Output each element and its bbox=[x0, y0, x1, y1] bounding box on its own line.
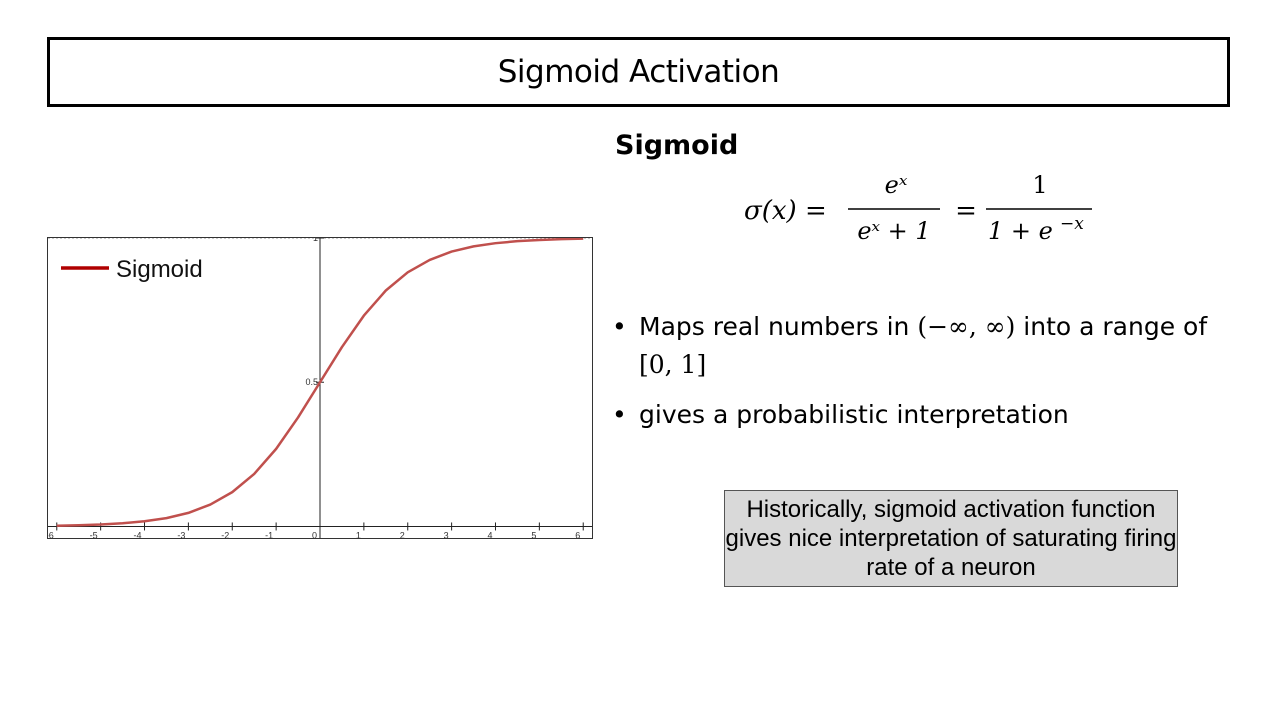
x-tick-label: 1 bbox=[356, 530, 361, 538]
legend-label-sigmoid: Sigmoid bbox=[116, 256, 203, 283]
y-tick-label: 1 bbox=[313, 238, 318, 243]
x-tick-label: 2 bbox=[400, 530, 405, 538]
x-tick-label: 0 bbox=[312, 530, 317, 538]
bullet-math-domain: (−∞, ∞) bbox=[917, 312, 1016, 341]
slide-title-box: Sigmoid Activation bbox=[47, 37, 1230, 107]
bullet-list: • Maps real numbers in (−∞, ∞) into a ran… bbox=[612, 308, 1232, 434]
sigmoid-chart: -6 -5 -4 -3 -2 -1 0 1 2 3 4 5 6 0.5 1 Sigmoid bbox=[47, 237, 593, 539]
formula-numerator-2: 1 bbox=[1032, 171, 1047, 199]
x-tick-label: -3 bbox=[177, 530, 185, 538]
x-tick-label: -1 bbox=[265, 530, 273, 538]
x-tick-label: 5 bbox=[531, 530, 536, 538]
bullet-text: gives a probabilistic interpretation bbox=[639, 400, 1069, 429]
chart-canvas: -6 -5 -4 -3 -2 -1 0 1 2 3 4 5 6 0.5 1 Sigmoid bbox=[48, 238, 592, 538]
y-tick-label: 0.5 bbox=[305, 377, 318, 387]
x-tick-label: 6 bbox=[575, 530, 580, 538]
formula-denominator-2-exponent: −x bbox=[1060, 214, 1084, 234]
bullet-text-before: Maps real numbers in bbox=[639, 312, 918, 341]
formula-lhs: σ(x) = bbox=[744, 196, 827, 226]
x-tick-label: 3 bbox=[444, 530, 449, 538]
bullet-item-probabilistic: • gives a probabilistic interpretation bbox=[612, 396, 1232, 434]
bullet-dot: • bbox=[612, 400, 627, 429]
formula-canvas: σ(x) = eˣ eˣ + 1 = 1 1 + e −x bbox=[744, 171, 1092, 245]
x-tick-label: -5 bbox=[90, 530, 98, 538]
formula-equals-2: = bbox=[955, 196, 977, 226]
bullet-item-range: • Maps real numbers in (−∞, ∞) into a ran… bbox=[612, 308, 1232, 384]
x-tick-label: -6 bbox=[48, 530, 54, 538]
series-line-sigmoid bbox=[56, 238, 584, 527]
x-tick-label: -4 bbox=[134, 530, 142, 538]
bullet-text-middle: into a range of bbox=[1015, 312, 1208, 341]
historical-note-box: Historically, sigmoid activation functio… bbox=[724, 490, 1178, 587]
x-tick-label: -2 bbox=[221, 530, 229, 538]
historical-note-text: Historically, sigmoid activation functio… bbox=[725, 496, 1177, 581]
formula-denominator-2: 1 + e bbox=[988, 217, 1053, 245]
formula-numerator-1: eˣ bbox=[885, 171, 908, 199]
bullet-math-range: [0, 1] bbox=[639, 350, 707, 379]
section-heading: Sigmoid bbox=[615, 130, 739, 161]
sigmoid-formula: σ(x) = eˣ eˣ + 1 = 1 1 + e −x bbox=[740, 165, 1120, 255]
x-tick-label: 4 bbox=[487, 530, 492, 538]
bullet-dot: • bbox=[612, 312, 627, 341]
slide-title: Sigmoid Activation bbox=[497, 54, 780, 90]
formula-denominator-1: eˣ + 1 bbox=[857, 217, 930, 245]
